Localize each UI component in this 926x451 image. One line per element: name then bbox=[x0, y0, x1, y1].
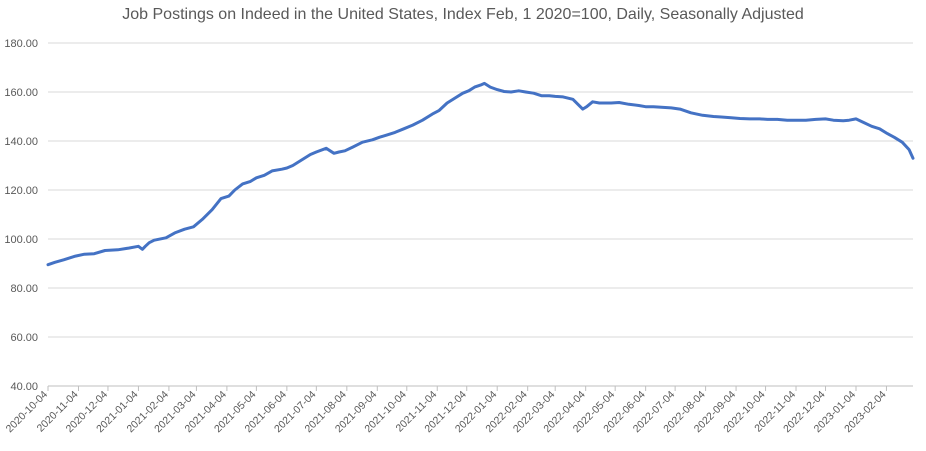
series-line bbox=[46, 81, 915, 267]
y-tick-label: 180.00 bbox=[4, 38, 38, 50]
chart-title: Job Postings on Indeed in the United Sta… bbox=[122, 6, 804, 23]
y-tick-label: 40.00 bbox=[10, 381, 38, 393]
y-tick-label: 60.00 bbox=[10, 332, 38, 344]
y-tick-label: 120.00 bbox=[4, 185, 38, 197]
y-tick-label: 80.00 bbox=[10, 283, 38, 295]
y-tick-label: 100.00 bbox=[4, 234, 38, 246]
y-tick-label: 140.00 bbox=[4, 136, 38, 148]
y-tick-label: 160.00 bbox=[4, 87, 38, 99]
